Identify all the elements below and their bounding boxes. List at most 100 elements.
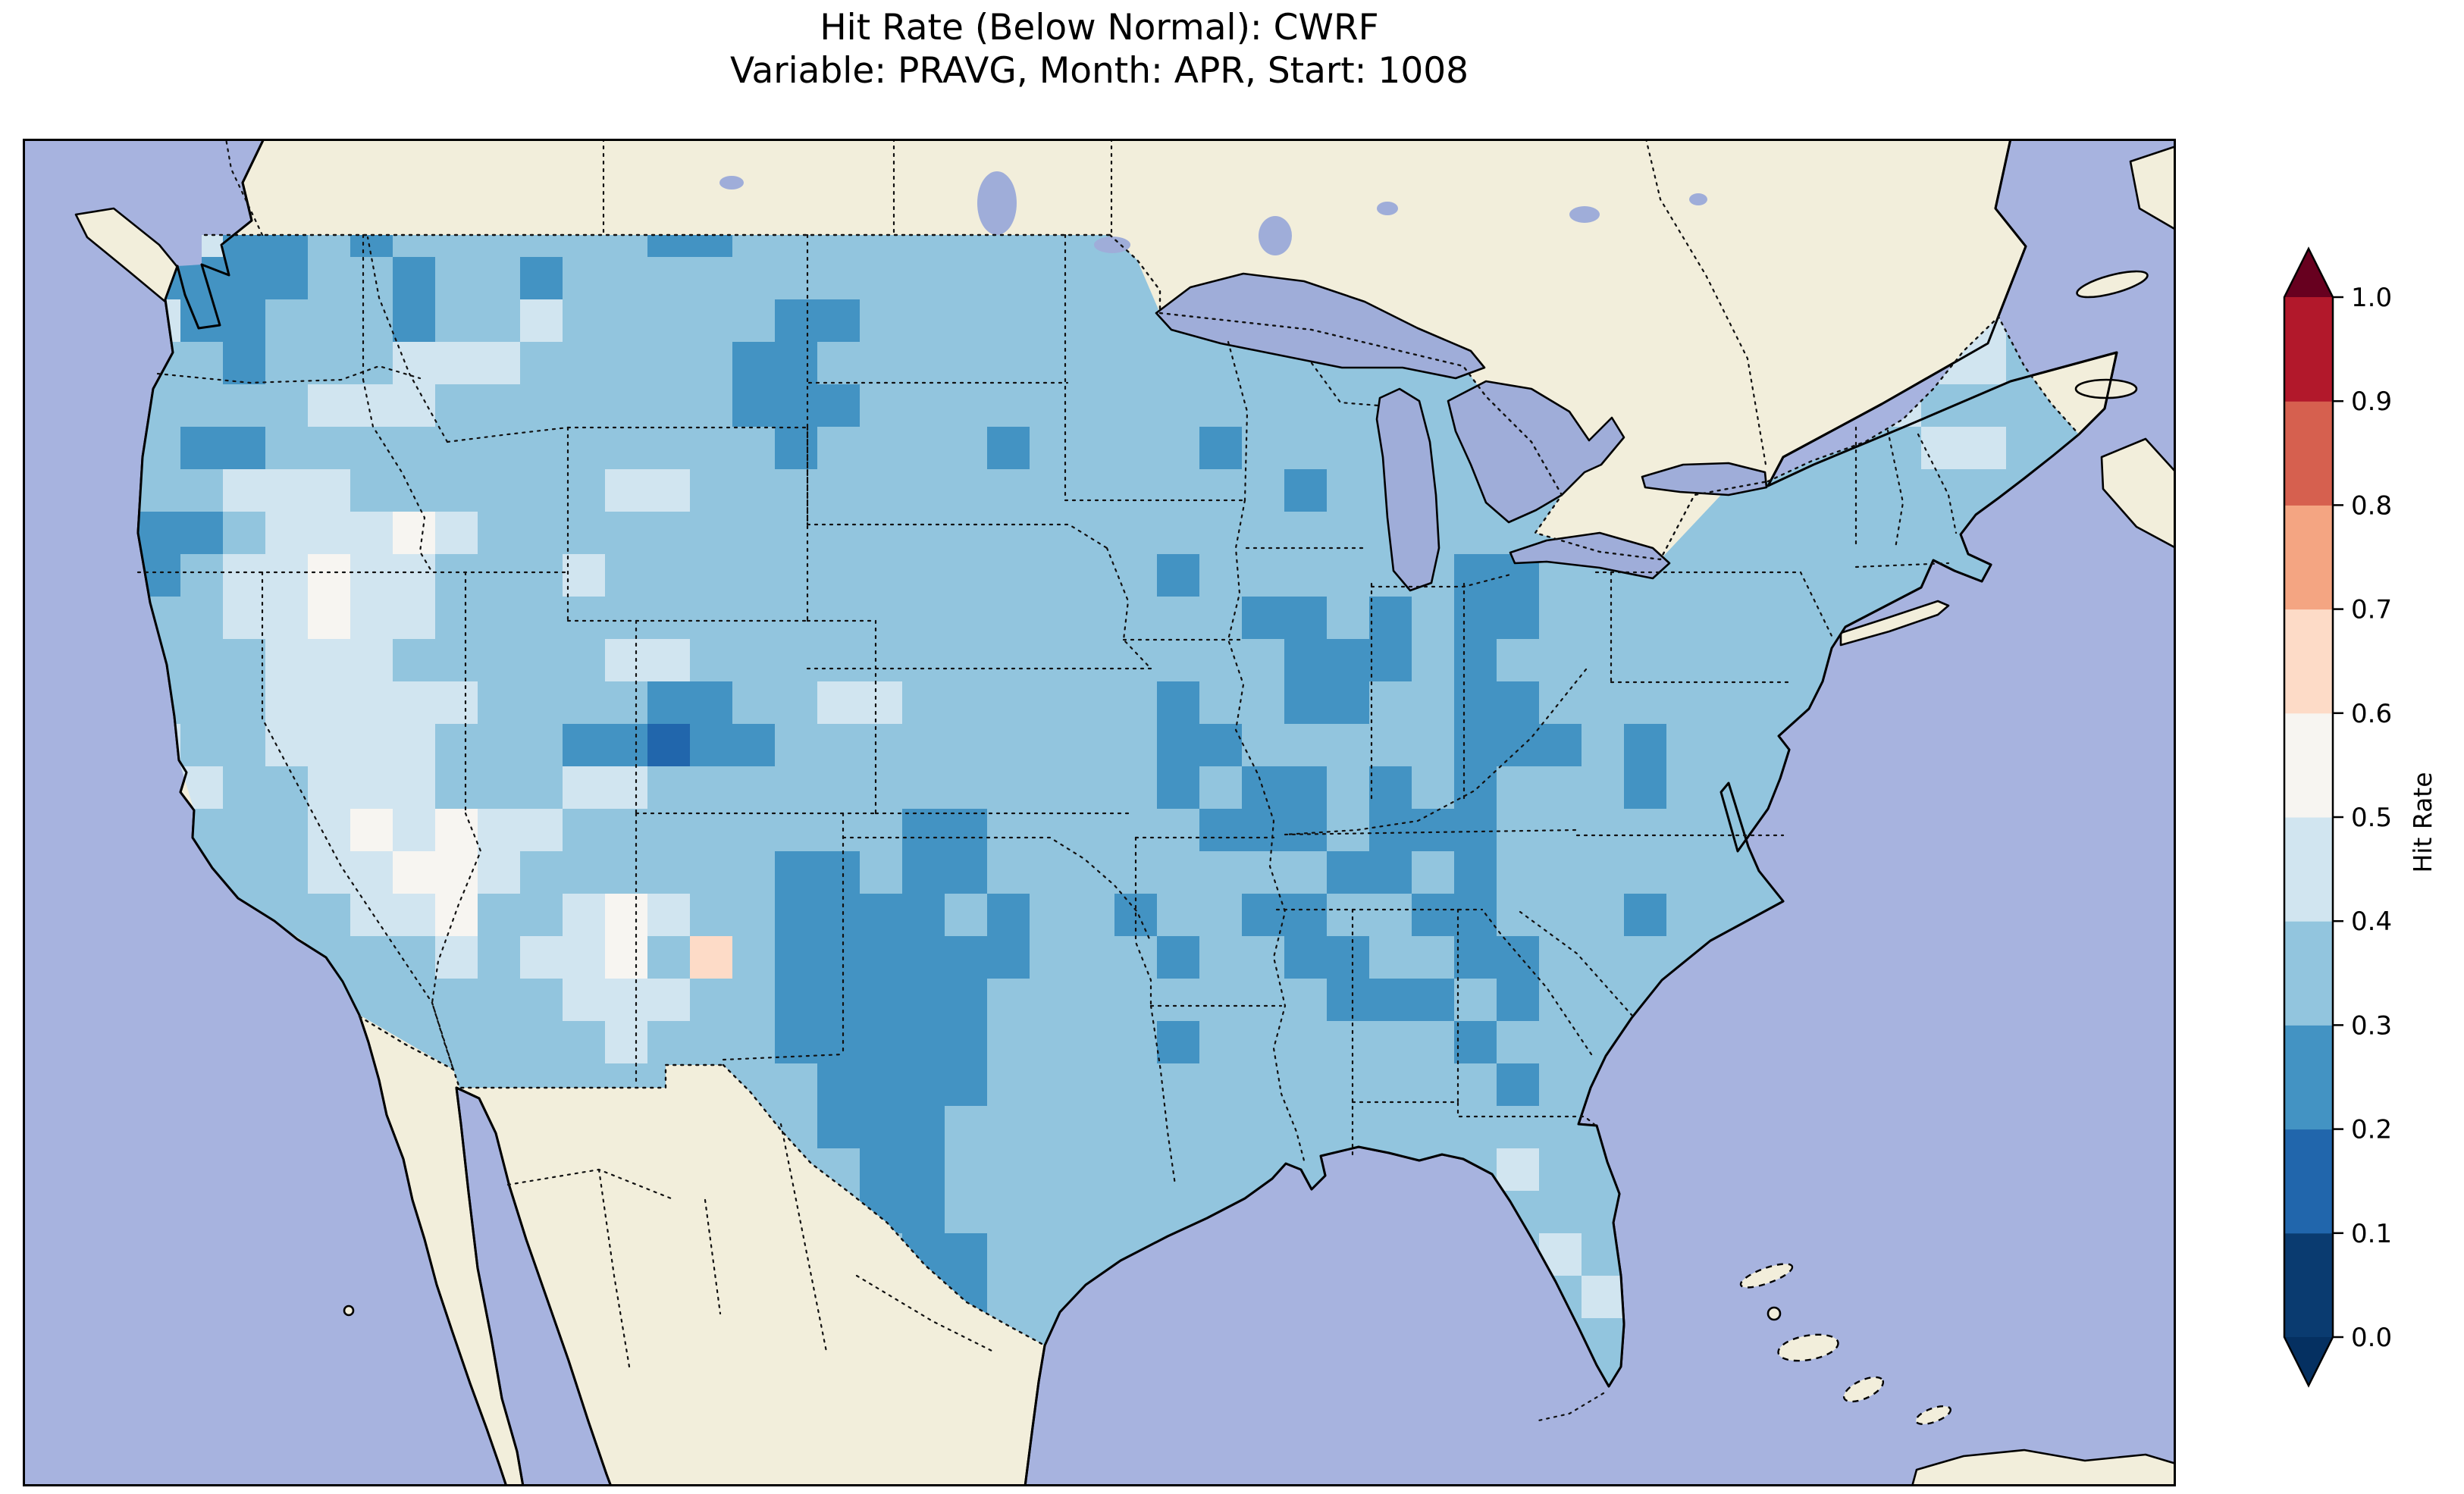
heatmap-cell	[902, 894, 945, 937]
heatmap-cell	[393, 469, 436, 512]
heatmap-cell	[1072, 851, 1115, 894]
heatmap-cell	[1030, 427, 1073, 470]
heatmap-cell	[1072, 384, 1115, 428]
heatmap-cell	[350, 512, 393, 555]
heatmap-cell	[1539, 894, 1582, 937]
heatmap-cell	[732, 724, 776, 767]
heatmap-cell	[1199, 809, 1243, 852]
heatmap-cell	[902, 936, 945, 979]
heatmap-cell	[1666, 851, 1710, 894]
heatmap-cell	[350, 936, 393, 979]
heatmap-cell	[817, 299, 861, 343]
lake-superior	[1155, 272, 1486, 380]
state-border-line	[1310, 362, 1380, 407]
heatmap-cell	[1030, 384, 1073, 428]
heatmap-cell	[1114, 1021, 1158, 1064]
heatmap-cell	[987, 979, 1030, 1022]
small-island	[1766, 1306, 1782, 1321]
heatmap-cell	[945, 766, 988, 810]
heatmap-cell	[775, 979, 818, 1022]
heatmap-cell	[350, 766, 393, 810]
heatmap-cell	[223, 851, 266, 894]
heatmap-cell	[1412, 809, 1455, 852]
heatmap-cell	[902, 1191, 945, 1234]
heatmap-cell	[308, 384, 351, 428]
heatmap-cell	[732, 894, 776, 937]
heatmap-cell	[435, 766, 478, 810]
heatmap-cell	[1114, 597, 1158, 640]
heatmap-cell	[647, 724, 691, 767]
heatmap-cell	[1539, 1106, 1582, 1149]
heatmap-cell	[860, 809, 903, 852]
heatmap-cell	[1836, 512, 1879, 555]
heatmap-cell	[1369, 851, 1412, 894]
heatmap-cell	[690, 979, 733, 1022]
heatmap-cell	[180, 427, 224, 470]
heatmap-cell	[945, 681, 988, 725]
heatmap-cell	[393, 299, 436, 343]
heatmap-cell	[902, 597, 945, 640]
heatmap-cell	[1497, 724, 1540, 767]
heatmap-cell	[987, 639, 1030, 682]
newfoundland-corner	[2129, 145, 2176, 231]
lake-nipigon	[1259, 216, 1292, 255]
heatmap-cell	[1497, 681, 1540, 725]
heatmap-cell	[1666, 724, 1710, 767]
heatmap-cell	[563, 597, 606, 640]
heatmap-cell	[902, 681, 945, 725]
heatmap-cell	[393, 724, 436, 767]
heatmap-cell	[435, 809, 478, 852]
heatmap-cell	[1284, 427, 1328, 470]
heatmap-cell	[902, 1148, 945, 1192]
heatmap-cell	[1751, 554, 1795, 597]
small-lake-2	[1377, 202, 1398, 215]
heatmap-cell	[945, 597, 988, 640]
heatmap-cell	[265, 681, 309, 725]
heatmap-cell	[817, 512, 861, 555]
heatmap-cell	[987, 766, 1030, 810]
colorbar-tick-label: 0.1	[2351, 1219, 2392, 1249]
colorbar-tick-label: 0.3	[2351, 1010, 2392, 1041]
heatmap-cell	[902, 384, 945, 428]
heatmap-cell	[308, 299, 351, 343]
heatmap-cell	[1454, 597, 1497, 640]
heatmap-cell	[1624, 894, 1667, 937]
state-border-line	[431, 812, 482, 1071]
heatmap-cell	[563, 257, 606, 300]
heatmap-cell	[350, 554, 393, 597]
heatmap-cell	[393, 809, 436, 852]
heatmap-cell	[1327, 554, 1370, 597]
heatmap-cell	[435, 384, 478, 428]
heatmap-cell	[1199, 724, 1243, 767]
heatmap-cell	[1114, 639, 1158, 682]
heatmap-cell	[1624, 936, 1667, 979]
heatmap-cell	[1624, 639, 1667, 682]
heatmap-cell	[1199, 936, 1243, 979]
heatmap-cell	[690, 342, 733, 385]
heatmap-cell	[265, 766, 309, 810]
heatmap-cell	[945, 235, 988, 258]
heatmap-cell	[350, 299, 393, 343]
heatmap-cell	[563, 894, 606, 937]
heatmap-cell	[690, 427, 733, 470]
heatmap-cell	[1157, 427, 1200, 470]
heatmap-cell	[1157, 342, 1200, 385]
heatmap-cell	[605, 299, 648, 343]
heatmap-cell	[563, 299, 606, 343]
small-lake-1	[1569, 206, 1600, 223]
heatmap-cell	[817, 1063, 861, 1107]
heatmap-cell	[732, 235, 776, 258]
heatmap-cell	[308, 257, 351, 300]
heatmap-cell	[1497, 894, 1540, 937]
heatmap-cell	[180, 639, 224, 682]
heatmap-cell	[1964, 427, 2007, 470]
heatmap-cell	[775, 894, 818, 937]
heatmap-cell	[223, 639, 266, 682]
heatmap-cell	[732, 299, 776, 343]
heatmap-cell	[1666, 894, 1710, 937]
state-border-line	[1351, 1101, 1597, 1127]
heatmap-cell	[945, 1021, 988, 1064]
heatmap-cell	[308, 766, 351, 810]
heatmap-cell	[945, 384, 988, 428]
state-border-line	[1886, 429, 1904, 550]
